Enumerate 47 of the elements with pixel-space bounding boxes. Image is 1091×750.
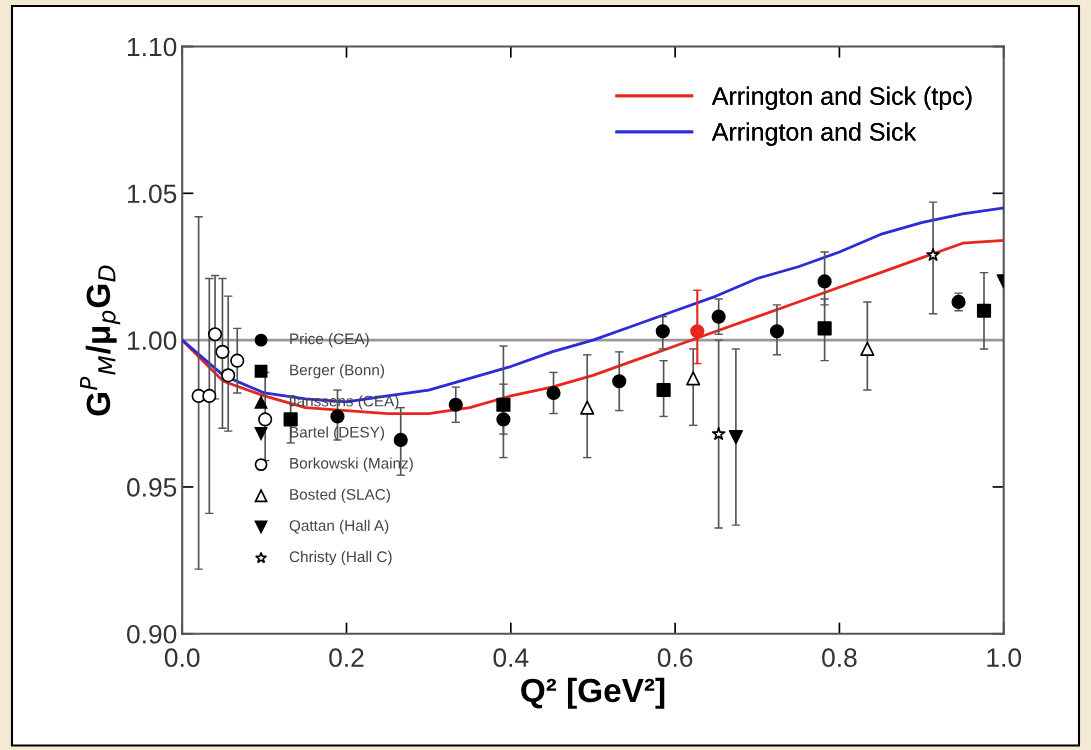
- point: [258, 412, 273, 427]
- point: [580, 400, 595, 415]
- point: [230, 353, 245, 368]
- x-tick-label: 0.8: [822, 648, 857, 668]
- legend-label: Berger (Bonn): [290, 364, 384, 379]
- point: [448, 397, 463, 412]
- legend-label: Price (CEA): [290, 333, 369, 348]
- point: [769, 324, 785, 339]
- x-tick-label: 0.0: [164, 648, 200, 668]
- x-axis-title: Q² [GeV²]: [521, 677, 665, 709]
- legend-label: Arrington and Sick: [711, 122, 917, 146]
- point: [215, 344, 230, 359]
- point: [496, 412, 511, 427]
- point: [686, 371, 701, 386]
- point: [207, 327, 223, 342]
- legend-label: Arrington and Sick (tpc): [711, 86, 972, 110]
- point: [546, 385, 561, 401]
- point: [496, 397, 511, 412]
- point: [393, 432, 408, 448]
- y-tick-label: 1.10: [127, 37, 177, 57]
- y-axis-title: G$^{P}$$_{M}$/μ$_{p}$G$_{D}$: [80, 265, 121, 416]
- point: [202, 388, 217, 403]
- point: [817, 321, 832, 336]
- point: [221, 368, 236, 383]
- point: [283, 412, 298, 427]
- y-tick-label: 1.00: [127, 331, 177, 350]
- y-tick-label: 1.05: [127, 184, 177, 204]
- legend-label: Christy (Hall C): [289, 550, 392, 566]
- x-tick-label: 0.6: [657, 648, 693, 668]
- point: [711, 309, 726, 324]
- point: [690, 324, 705, 339]
- point: [711, 426, 726, 440]
- point: [612, 374, 627, 389]
- point: [976, 303, 992, 318]
- point: [817, 274, 832, 289]
- x-tick-label: 1.0: [987, 648, 1022, 668]
- point: [656, 382, 671, 398]
- y-tick-label: 0.95: [127, 478, 177, 497]
- x-tick-label: 0.4: [493, 648, 529, 668]
- x-tick-label: 0.2: [329, 648, 364, 668]
- legend-label: Bosted (SLAC): [290, 488, 390, 503]
- point: [926, 247, 940, 261]
- y-tick-label: 0.90: [127, 624, 177, 644]
- point: [860, 341, 875, 357]
- legend-label: Qattan (Hall A): [289, 519, 389, 534]
- point: [330, 409, 345, 424]
- point: [655, 324, 670, 339]
